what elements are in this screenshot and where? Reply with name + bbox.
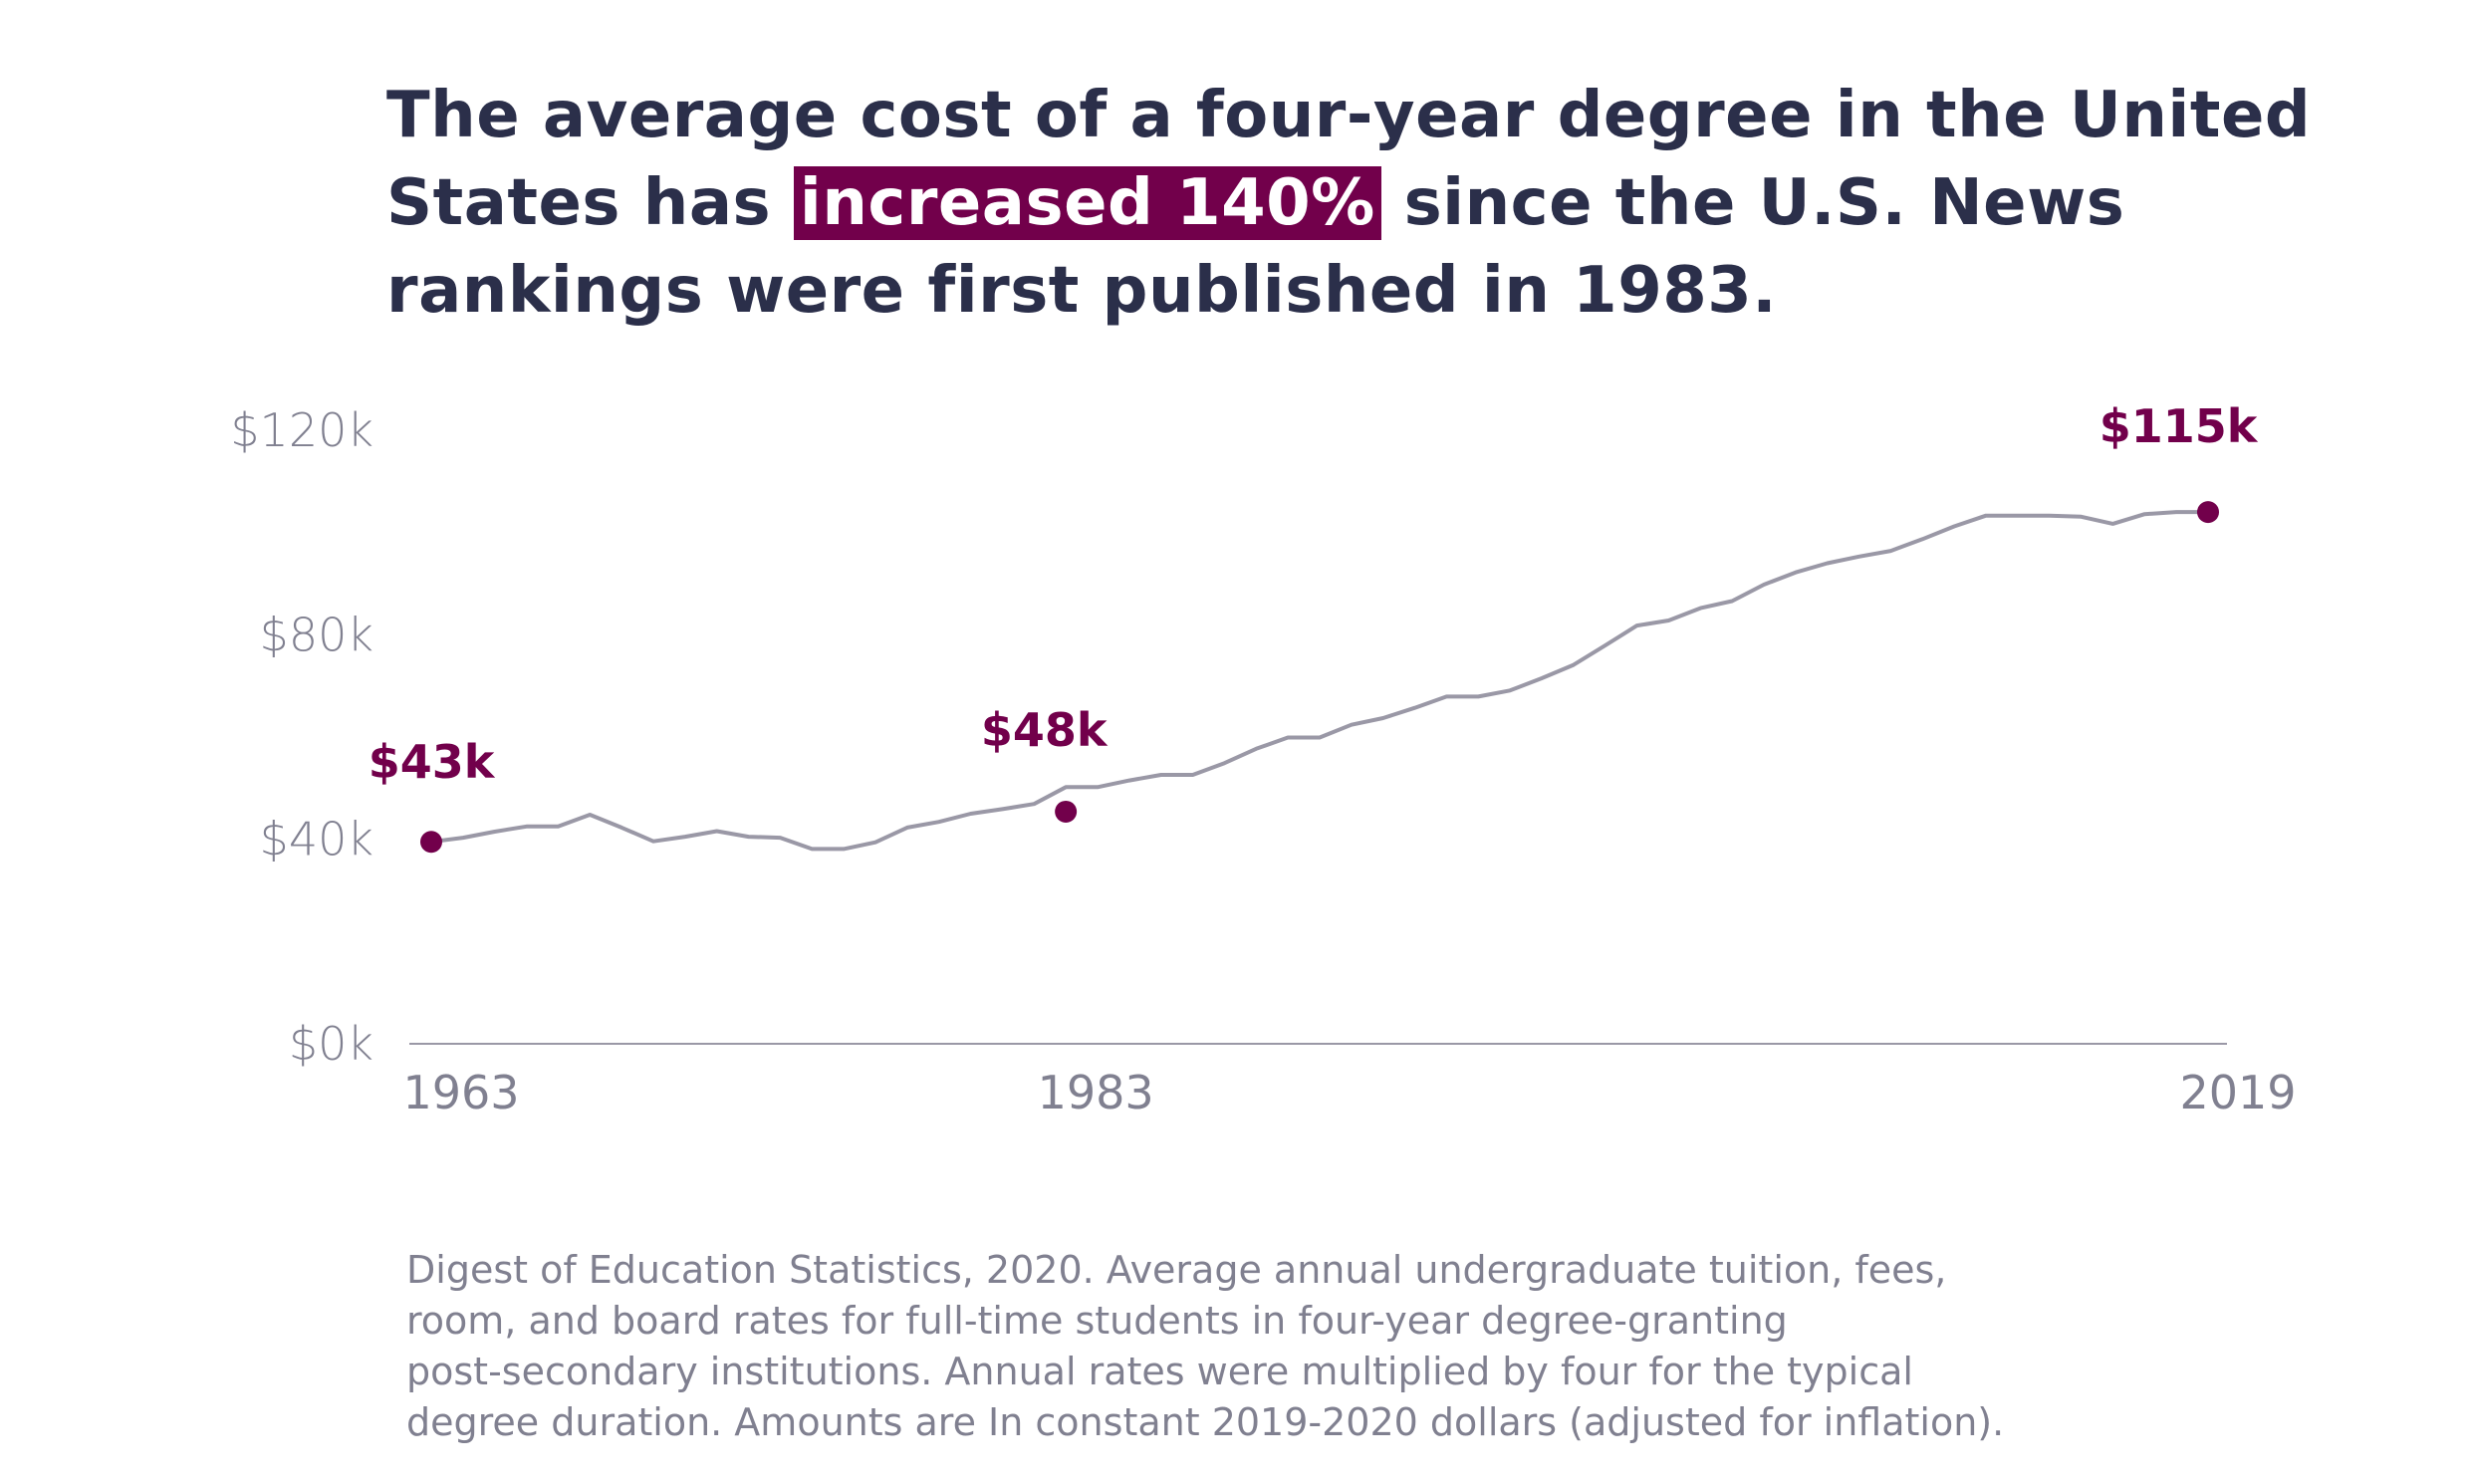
x-tick-label: 1983 [1038, 1066, 1154, 1119]
headline-highlight: increased 140% [793, 166, 1381, 240]
y-tick-label: $40k [260, 813, 373, 866]
headline: The average cost of a four-year degree i… [386, 72, 2358, 335]
annotation-label: $115k [2100, 399, 2259, 453]
annotation-dot [420, 831, 442, 854]
headline-text-before: The average cost of a four-year degree i… [386, 79, 2312, 240]
headline-text-after: since the U.S. News rankings were first … [386, 166, 2125, 328]
source-note: Digest of Education Statistics, 2020. Av… [406, 1245, 2299, 1448]
y-tick-label: $0k [289, 1017, 373, 1071]
source-note-line-1: Digest of Education Statistics, 2020. Av… [406, 1248, 1947, 1292]
x-tick-label: 2019 [2179, 1066, 2296, 1119]
source-note-line-2: room, and board rates for full-time stud… [406, 1299, 1788, 1343]
y-tick-label: $80k [260, 608, 373, 661]
annotation-label: $48k [981, 703, 1109, 757]
y-tick-label: $120k [230, 403, 373, 457]
series-line [429, 510, 2210, 852]
annotation-label: $43k [369, 735, 496, 789]
source-note-line-3: post-secondary institutions. Annual rate… [406, 1350, 1913, 1393]
x-tick-label: 1963 [402, 1066, 519, 1119]
source-note-line-4: degree duration. Amounts are In constant… [406, 1400, 2005, 1444]
y-axis-tick-labels: $0k $40k $80k $120k [230, 403, 373, 1071]
annotation-dot [2197, 501, 2219, 524]
series-lines [429, 510, 2210, 852]
x-axis-tick-labels: 1963 1983 2019 [402, 1066, 2296, 1119]
annotations: $43k $48k $115k [369, 399, 2259, 854]
annotation-dot [1055, 800, 1078, 823]
